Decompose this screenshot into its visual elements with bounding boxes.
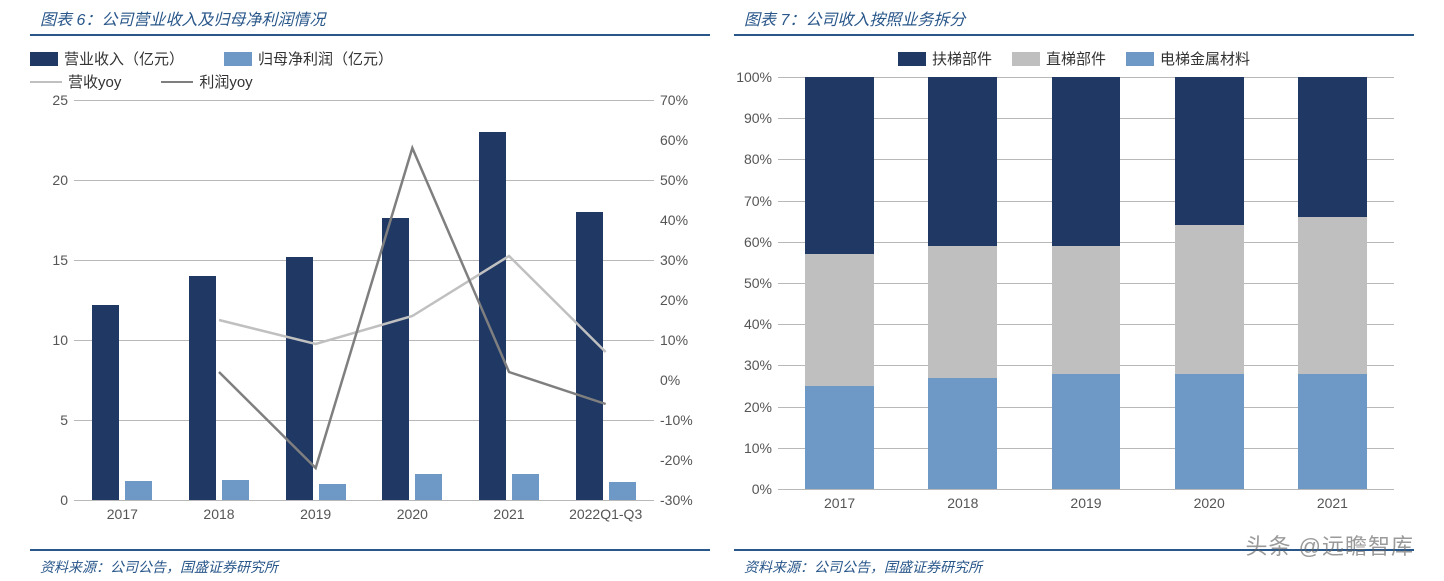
x-label: 2018 <box>947 489 978 511</box>
bar-seg-metal <box>1175 374 1244 489</box>
y-right-tick: -30% <box>654 492 693 508</box>
y-left-tick: 25 <box>52 92 74 108</box>
legend-label: 营收yoy <box>68 71 121 92</box>
bar-seg-escalator <box>928 77 997 246</box>
y-left-tick: 100% <box>736 69 778 85</box>
x-label: 2018 <box>203 500 234 522</box>
bar-seg-escalator <box>1052 77 1121 246</box>
bar-seg-metal <box>1052 374 1121 489</box>
y-right-tick: 20% <box>654 292 688 308</box>
x-label: 2021 <box>1317 489 1348 511</box>
panel-left-source: 资料来源：公司公告，国盛证券研究所 <box>30 549 710 581</box>
y-left-tick: 10% <box>744 440 778 456</box>
y-right-tick: -10% <box>654 412 693 428</box>
chart-left: 营业收入（亿元） 归母净利润（亿元） 营收yoy 利润yoy 051015202… <box>30 44 710 541</box>
y-left-tick: 60% <box>744 234 778 250</box>
bar-seg-escalator <box>805 77 874 254</box>
bar-seg-elevator <box>928 246 997 378</box>
x-label: 2017 <box>107 500 138 522</box>
chart-right: 扶梯部件 直梯部件 电梯金属材料 0%10%20%30%40%50%60%70%… <box>734 44 1414 541</box>
y-left-tick: 20% <box>744 399 778 415</box>
x-label: 2019 <box>300 500 331 522</box>
bar-seg-elevator <box>805 254 874 386</box>
legend-label: 直梯部件 <box>1046 48 1106 69</box>
x-label: 2020 <box>1194 489 1225 511</box>
x-label: 2017 <box>824 489 855 511</box>
legend-item-profit: 归母净利润（亿元） <box>224 48 393 69</box>
bar-seg-elevator <box>1052 246 1121 374</box>
legend-item-metal: 电梯金属材料 <box>1126 48 1250 69</box>
y-right-tick: -20% <box>654 452 693 468</box>
panel-right-title: 图表 7：公司收入按照业务拆分 <box>734 0 1414 36</box>
y-left-tick: 0% <box>752 481 778 497</box>
bar-seg-escalator <box>1175 77 1244 225</box>
legend-left: 营业收入（亿元） 归母净利润（亿元） 营收yoy 利润yoy <box>30 44 710 94</box>
y-right-tick: 10% <box>654 332 688 348</box>
y-left-tick: 40% <box>744 316 778 332</box>
x-label: 2022Q1-Q3 <box>569 500 642 522</box>
watermark: 头条 @远瞻智库 <box>1246 529 1414 561</box>
y-left-tick: 15 <box>52 252 74 268</box>
y-left-tick: 0 <box>60 492 74 508</box>
y-left-tick: 20 <box>52 172 74 188</box>
y-left-tick: 10 <box>52 332 74 348</box>
legend-item-revenue: 营业收入（亿元） <box>30 48 184 69</box>
panel-left-title: 图表 6：公司营业收入及归母净利润情况 <box>30 0 710 36</box>
y-left-tick: 30% <box>744 357 778 373</box>
legend-label: 扶梯部件 <box>932 48 992 69</box>
y-right-tick: 50% <box>654 172 688 188</box>
y-right-tick: 60% <box>654 132 688 148</box>
bar-seg-elevator <box>1298 217 1367 374</box>
legend-right: 扶梯部件 直梯部件 电梯金属材料 <box>734 44 1414 71</box>
plot-left: 0510152025-30%-20%-10%0%10%20%30%40%50%6… <box>74 100 654 500</box>
panel-left: 图表 6：公司营业收入及归母净利润情况 营业收入（亿元） 归母净利润（亿元） 营… <box>30 0 710 581</box>
y-left-tick: 50% <box>744 275 778 291</box>
legend-label: 营业收入（亿元） <box>64 48 184 69</box>
bar-seg-elevator <box>1175 225 1244 373</box>
panel-right: 图表 7：公司收入按照业务拆分 扶梯部件 直梯部件 电梯金属材料 0%10%20… <box>734 0 1414 581</box>
y-left-tick: 90% <box>744 110 778 126</box>
y-right-tick: 30% <box>654 252 688 268</box>
legend-label: 利润yoy <box>199 71 252 92</box>
bar-seg-metal <box>928 378 997 489</box>
legend-label: 电梯金属材料 <box>1160 48 1250 69</box>
x-label: 2020 <box>397 500 428 522</box>
legend-item-profit-yoy: 利润yoy <box>161 71 252 92</box>
y-right-tick: 40% <box>654 212 688 228</box>
legend-item-rev-yoy: 营收yoy <box>30 71 121 92</box>
y-left-tick: 5 <box>60 412 74 428</box>
bar-seg-metal <box>805 386 874 489</box>
legend-label: 归母净利润（亿元） <box>258 48 393 69</box>
y-left-tick: 80% <box>744 151 778 167</box>
bar-seg-metal <box>1298 374 1367 489</box>
x-label: 2021 <box>493 500 524 522</box>
legend-item-elevator: 直梯部件 <box>1012 48 1106 69</box>
y-right-tick: 70% <box>654 92 688 108</box>
legend-item-escalator: 扶梯部件 <box>898 48 992 69</box>
y-left-tick: 70% <box>744 193 778 209</box>
x-label: 2019 <box>1070 489 1101 511</box>
bar-seg-escalator <box>1298 77 1367 217</box>
y-right-tick: 0% <box>654 372 680 388</box>
plot-right: 0%10%20%30%40%50%60%70%80%90%100%2017201… <box>778 77 1394 489</box>
